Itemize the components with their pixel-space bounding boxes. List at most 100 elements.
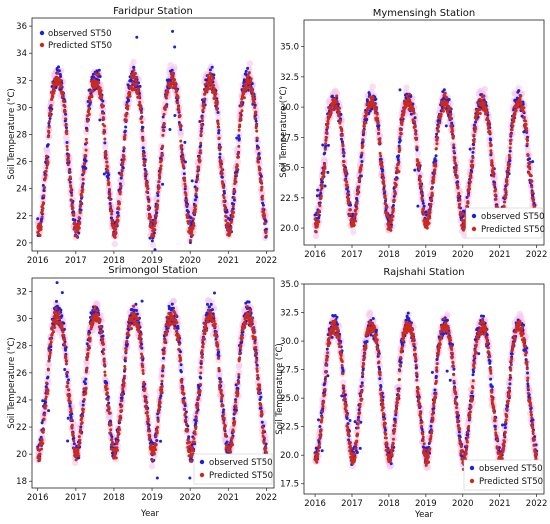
predicted-point [114, 227, 118, 231]
predicted-point [522, 115, 526, 119]
predicted-point [417, 161, 421, 165]
predicted-point [438, 121, 442, 125]
predicted-point [466, 200, 470, 204]
predicted-point [63, 105, 67, 109]
predicted-point [360, 151, 364, 155]
observed-point [422, 204, 426, 208]
predicted-point [530, 179, 534, 183]
predicted-point [458, 198, 462, 202]
predicted-point [513, 112, 517, 116]
observed-point [173, 45, 177, 49]
predicted-point [525, 142, 529, 146]
predicted-point [68, 169, 72, 173]
predicted-point [321, 175, 325, 179]
predicted-point [355, 206, 359, 210]
predicted-point [329, 108, 333, 112]
predicted-point [178, 125, 182, 129]
predicted-point [154, 208, 158, 212]
predicted-point [337, 114, 341, 118]
predicted-point [349, 212, 353, 216]
predicted-point [338, 119, 342, 123]
x-tick-label: 2022 [256, 256, 278, 266]
predicted-point [42, 202, 46, 206]
predicted-point [139, 105, 143, 109]
observed-point [323, 184, 327, 188]
predicted-point [173, 78, 177, 82]
predicted-point [77, 226, 81, 230]
predicted-point [202, 106, 206, 110]
observed-point [237, 134, 241, 138]
predicted-point [194, 192, 198, 196]
predicted-point [100, 95, 104, 99]
legend-marker-observed [471, 213, 477, 219]
predicted-point [87, 112, 91, 116]
predicted-point [407, 92, 411, 96]
predicted-point [383, 193, 387, 197]
predicted-point [435, 136, 439, 140]
predicted-point [506, 161, 510, 165]
predicted-point [117, 207, 121, 211]
predicted-point [340, 129, 344, 133]
y-tick-label: 22 [16, 423, 27, 433]
predicted-point [324, 138, 328, 142]
chart-panel-srimongol: Srimongol Station Soil Temperature (°C) … [7, 265, 277, 519]
predicted-point [253, 116, 257, 120]
predicted-point [216, 122, 220, 126]
observed-point [183, 187, 187, 191]
prediction-band-point [481, 85, 489, 93]
predicted-point [508, 142, 512, 146]
predicted-point [156, 190, 160, 194]
predicted-point [200, 116, 204, 120]
predicted-point [224, 219, 228, 223]
predicted-point [178, 113, 182, 117]
predicted-point [159, 167, 163, 171]
predicted-point [448, 107, 452, 111]
observed-point [57, 69, 61, 73]
predicted-point [510, 128, 514, 132]
predicted-point [231, 215, 235, 219]
observed-point [173, 113, 177, 117]
observed-point [360, 160, 364, 164]
observed-point [442, 88, 446, 92]
predicted-point [156, 203, 160, 207]
predicted-point [120, 173, 124, 177]
predicted-point [434, 164, 438, 168]
predicted-point [108, 187, 112, 191]
y-tick-label: 24 [16, 185, 27, 195]
predicted-point [38, 234, 42, 238]
predicted-point [257, 154, 261, 158]
predicted-point [121, 160, 125, 164]
prediction-band-point [234, 158, 242, 165]
predicted-point [378, 140, 382, 144]
predicted-point [188, 238, 192, 242]
predicted-point [259, 188, 263, 192]
observed-point [326, 170, 330, 174]
observed-point [508, 149, 512, 153]
predicted-point [140, 120, 144, 124]
predicted-point [181, 157, 185, 161]
predicted-point [249, 77, 253, 81]
predicted-point [460, 223, 464, 227]
predicted-point [88, 99, 92, 103]
y-tick-label: 36 [16, 22, 27, 32]
predicted-point [63, 109, 67, 113]
x-tick-label: 2018 [378, 250, 400, 260]
observed-point [397, 154, 401, 158]
observed-point [183, 160, 187, 164]
predicted-point [251, 93, 255, 97]
predicted-point [376, 132, 380, 136]
predicted-point [377, 128, 381, 132]
predicted-point [437, 124, 441, 128]
predicted-point [104, 152, 108, 156]
predicted-point [134, 79, 138, 83]
prediction-band-point [246, 60, 254, 67]
predicted-point [147, 200, 151, 204]
predicted-point [220, 168, 224, 172]
observed-point [218, 155, 222, 159]
observed-point [98, 118, 102, 122]
predicted-point [522, 106, 526, 110]
predicted-point [110, 212, 114, 216]
observed-point [365, 118, 369, 122]
predicted-point [156, 187, 160, 191]
predicted-point [394, 177, 398, 181]
